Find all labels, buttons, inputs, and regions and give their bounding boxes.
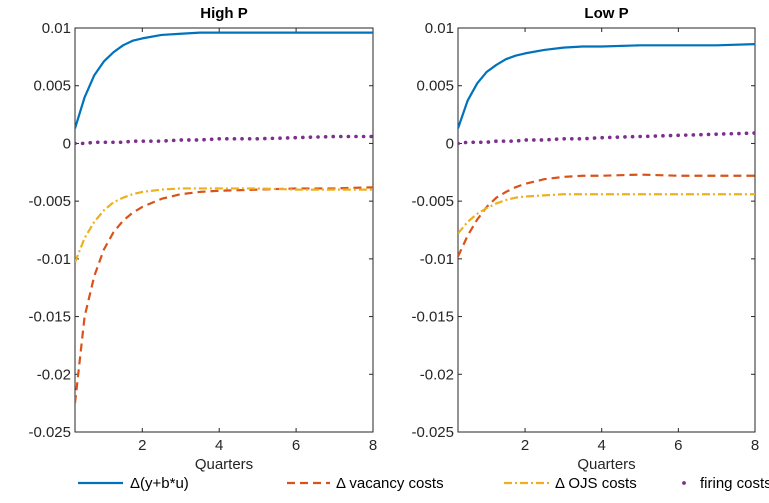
legend-item: Δ OJS costs (504, 475, 637, 492)
chart-panels: High P 0.01 0.005 0 -0.005 -0.01 -0.015 -0.02 -0… (28, 5, 759, 473)
series-line-dotted (458, 131, 755, 146)
legend-item: firing costs (682, 475, 769, 492)
y-tick-label: 0.005 (33, 78, 71, 95)
chart-title: High P (200, 5, 248, 22)
x-tick-label: 4 (215, 437, 223, 454)
axes-box (74, 27, 374, 433)
axes-box (457, 27, 756, 433)
series-line-dashdot (75, 187, 373, 263)
legend: Δ(y+b*u) Δ vacancy costs Δ OJS costs firing… (78, 475, 769, 492)
x-tick-label: 8 (369, 437, 377, 454)
y-tick-label: 0 (63, 135, 71, 152)
legend-swatch (682, 481, 686, 485)
x-tick-label: 4 (598, 437, 606, 454)
legend-item: Δ vacancy costs (287, 475, 444, 492)
x-tick-label: 6 (674, 437, 682, 454)
y-tick-label: -0.025 (411, 424, 454, 441)
legend-label: Δ vacancy costs (336, 475, 444, 492)
legend-label: firing costs (700, 475, 769, 492)
series-line-dashed (75, 186, 373, 404)
series-line-solid (75, 31, 373, 129)
series-line-dashed (458, 173, 755, 258)
chart-panel-1: High P 0.01 0.005 0 -0.005 -0.01 -0.015 -0.02 -0… (28, 5, 377, 473)
y-tick-label: 0.01 (42, 20, 71, 37)
x-tick-label: 8 (751, 437, 759, 454)
x-tick-label: 2 (521, 437, 529, 454)
y-tick-label: -0.015 (411, 309, 454, 326)
y-tick-label: -0.005 (411, 193, 454, 210)
y-tick-label: 0.005 (416, 78, 454, 95)
chart-title: Low P (584, 5, 628, 22)
legend-label: Δ OJS costs (555, 475, 637, 492)
y-tick-label: -0.02 (420, 366, 454, 383)
legend-label: Δ(y+b*u) (130, 475, 189, 492)
legend-item: Δ(y+b*u) (78, 475, 189, 492)
y-tick-label: 0 (446, 135, 454, 152)
y-tick-label: -0.02 (37, 366, 71, 383)
y-tick-label: -0.01 (37, 251, 71, 268)
chart-panel-2: Low P 0.01 0.005 0 -0.005 -0.01 -0.015 -0.02 -0.… (411, 5, 759, 473)
series-line-solid (458, 43, 755, 129)
y-tick-label: -0.005 (28, 193, 71, 210)
y-tick-label: -0.015 (28, 309, 71, 326)
x-axis-label: Quarters (195, 456, 253, 473)
series-line-dotted (75, 134, 373, 146)
y-tick-label: -0.01 (420, 251, 454, 268)
y-tick-label: 0.01 (425, 20, 454, 37)
x-tick-label: 2 (138, 437, 146, 454)
series-line-dashdot (458, 193, 755, 235)
x-axis-label: Quarters (577, 456, 635, 473)
x-tick-label: 6 (292, 437, 300, 454)
y-tick-label: -0.025 (28, 424, 71, 441)
